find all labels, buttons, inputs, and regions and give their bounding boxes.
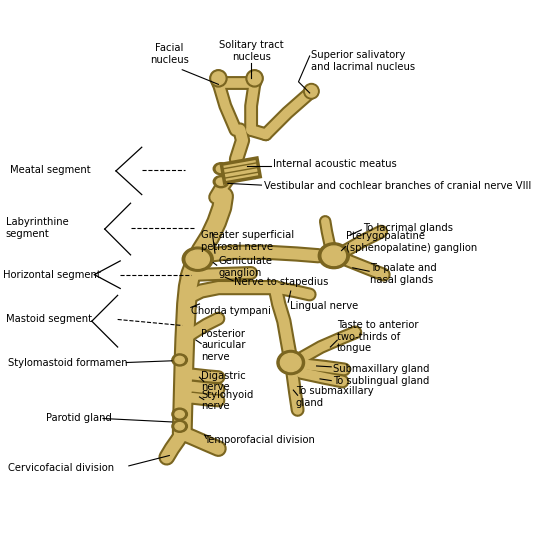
- Text: Parotid gland: Parotid gland: [46, 414, 112, 424]
- Ellipse shape: [175, 423, 184, 430]
- Ellipse shape: [216, 165, 225, 172]
- Ellipse shape: [304, 84, 319, 99]
- Ellipse shape: [175, 410, 184, 418]
- Text: Posterior
auricular
nerve: Posterior auricular nerve: [201, 329, 245, 362]
- Text: Temporofacial division: Temporofacial division: [204, 435, 315, 445]
- Ellipse shape: [306, 85, 317, 97]
- Text: Cervicofacial division: Cervicofacial division: [8, 463, 115, 473]
- Text: Nerve to stapedius: Nerve to stapedius: [234, 278, 329, 287]
- Ellipse shape: [172, 420, 187, 432]
- Text: Taste to anterior
two-thirds of
tongue: Taste to anterior two-thirds of tongue: [337, 320, 419, 353]
- Text: Vestibular and cochlear branches of cranial nerve VIII: Vestibular and cochlear branches of cran…: [264, 181, 531, 191]
- Text: Facial
nucleus: Facial nucleus: [150, 43, 189, 65]
- Text: To sublingual gland: To sublingual gland: [333, 376, 429, 386]
- Text: Greater superficial
petrosaI nerve: Greater superficial petrosaI nerve: [201, 230, 294, 252]
- Ellipse shape: [216, 178, 225, 185]
- Text: To submaxillary
gland: To submaxillary gland: [296, 386, 373, 408]
- Ellipse shape: [248, 72, 261, 85]
- Ellipse shape: [246, 70, 263, 87]
- Text: Digastric
nerve: Digastric nerve: [201, 370, 246, 392]
- Text: Submaxillary gland: Submaxillary gland: [333, 364, 429, 374]
- Text: Horizontal segment: Horizontal segment: [3, 270, 101, 280]
- Ellipse shape: [186, 250, 209, 268]
- Text: Lingual nerve: Lingual nerve: [290, 301, 358, 311]
- Ellipse shape: [322, 246, 346, 265]
- Text: Solitary tract
nucleus: Solitary tract nucleus: [219, 40, 284, 62]
- Ellipse shape: [172, 354, 187, 366]
- Text: Stylomastoid formamen: Stylomastoid formamen: [8, 358, 128, 368]
- Text: Superior salivatory
and lacrimal nucleus: Superior salivatory and lacrimal nucleus: [311, 50, 416, 72]
- Text: Mastoid segment: Mastoid segment: [6, 314, 92, 325]
- Text: To lacrimal glands: To lacrimal glands: [363, 223, 453, 233]
- Text: To palate and
nasal glands: To palate and nasal glands: [370, 263, 437, 285]
- Ellipse shape: [213, 163, 229, 175]
- Ellipse shape: [319, 243, 350, 269]
- Text: Internal acoustic meatus: Internal acoustic meatus: [273, 159, 397, 169]
- Text: Pterygopalatine
(sphenopalatine) ganglion: Pterygopalatine (sphenopalatine) ganglio…: [346, 231, 477, 253]
- Ellipse shape: [280, 353, 301, 372]
- Text: Geniculate
ganglion: Geniculate ganglion: [218, 256, 273, 278]
- Ellipse shape: [175, 357, 184, 364]
- Text: Stylohyoid
nerve: Stylohyoid nerve: [201, 390, 254, 411]
- Text: Labyrinthine
segment: Labyrinthine segment: [6, 217, 69, 239]
- Ellipse shape: [172, 408, 187, 420]
- Ellipse shape: [212, 72, 225, 85]
- Text: Meatal segment: Meatal segment: [10, 165, 91, 175]
- Ellipse shape: [182, 247, 213, 271]
- Ellipse shape: [210, 70, 227, 87]
- Text: Chorda tympani: Chorda tympani: [191, 306, 271, 316]
- Ellipse shape: [213, 176, 229, 188]
- FancyBboxPatch shape: [222, 158, 260, 183]
- Ellipse shape: [277, 351, 305, 375]
